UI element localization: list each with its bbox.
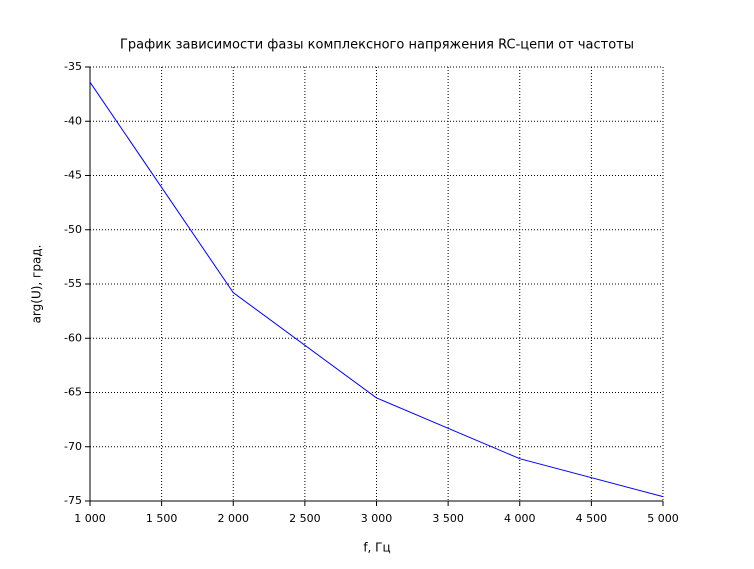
x-tick-label: 3 500 — [432, 512, 464, 525]
x-tick-label: 2 500 — [289, 512, 321, 525]
y-tick-label: -75 — [64, 494, 82, 507]
y-tick-label: -35 — [64, 60, 82, 73]
y-tick-label: -60 — [64, 331, 82, 344]
x-tick-label: 4 000 — [504, 512, 536, 525]
x-axis-label: f, Гц — [363, 541, 390, 555]
y-tick-label: -50 — [64, 223, 82, 236]
y-tick-label: -40 — [64, 114, 82, 127]
x-tick-label: 3 000 — [361, 512, 393, 525]
line-series — [89, 81, 664, 498]
y-tick-label: -70 — [64, 440, 82, 453]
chart-title: График зависимости фазы комплексного нап… — [120, 38, 634, 53]
x-tick-label: 1 500 — [146, 512, 178, 525]
x-tick-label: 2 000 — [218, 512, 250, 525]
x-tick-label: 5 000 — [647, 512, 679, 525]
x-tick-label: 4 500 — [576, 512, 608, 525]
y-axis-label: arg(U), град. — [30, 245, 44, 324]
y-tick-label: -45 — [64, 169, 82, 182]
y-tick-label: -55 — [64, 277, 82, 290]
x-tick-label: 1 000 — [74, 512, 106, 525]
y-tick-label: -65 — [64, 386, 82, 399]
